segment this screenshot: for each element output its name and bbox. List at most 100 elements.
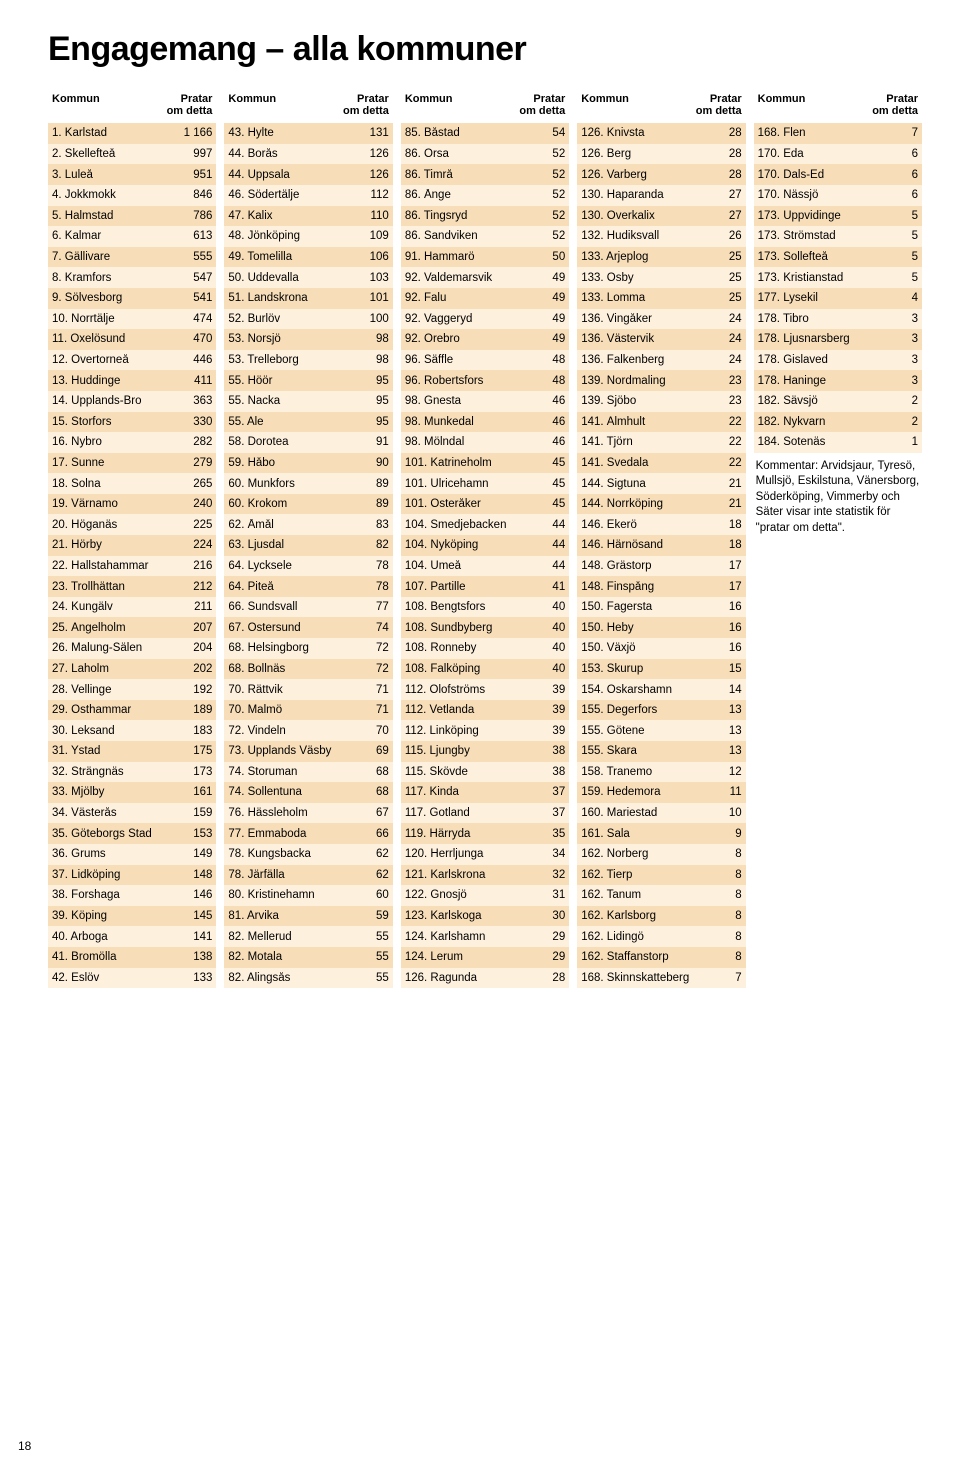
row-label: 33. Mjölby	[52, 786, 178, 798]
row-label: 82. Motala	[228, 951, 354, 963]
table-row: 108. Bengtsfors40	[401, 597, 569, 618]
table-row: 115. Ljungby38	[401, 741, 569, 762]
row-label: 150. Växjö	[581, 642, 707, 654]
row-label: 16. Nybro	[52, 436, 178, 448]
table-row: 60. Munkfors89	[224, 473, 392, 494]
row-value: 52	[531, 189, 565, 201]
table-row: 4. Jokkmokk846	[48, 185, 216, 206]
row-label: 86. Timrå	[405, 169, 531, 181]
row-value: 149	[178, 848, 212, 860]
row-label: 67. Östersund	[228, 622, 354, 634]
table-row: 168. Flen7	[754, 123, 922, 144]
row-value: 83	[355, 519, 389, 531]
table-row: 70. Malmö71	[224, 700, 392, 721]
row-label: 170. Dals-Ed	[758, 169, 884, 181]
row-value: 1	[884, 436, 918, 448]
row-value: 39	[531, 704, 565, 716]
row-value: 21	[708, 498, 742, 510]
table-row: 161. Sala9	[577, 823, 745, 844]
row-label: 55. Nacka	[228, 395, 354, 407]
row-label: 108. Bengtsfors	[405, 601, 531, 613]
row-value: 189	[178, 704, 212, 716]
row-value: 126	[355, 169, 389, 181]
row-label: 64. Lycksele	[228, 560, 354, 572]
row-label: 162. Lidingö	[581, 931, 707, 943]
row-label: 96. Säffle	[405, 354, 531, 366]
table-row: 162. Tierp8	[577, 865, 745, 886]
row-value: 48	[531, 354, 565, 366]
table-row: 177. Lysekil4	[754, 288, 922, 309]
table-row: 11. Oxelösund470	[48, 329, 216, 350]
row-value: 44	[531, 519, 565, 531]
table-row: 53. Trelleborg98	[224, 350, 392, 371]
row-value: 470	[178, 333, 212, 345]
table-row: 60. Krokom89	[224, 494, 392, 515]
row-label: 92. Falu	[405, 292, 531, 304]
row-value: 15	[708, 663, 742, 675]
row-label: 7. Gällivare	[52, 251, 178, 263]
table-row: 173. Sollefteå5	[754, 247, 922, 268]
table-row: 13. Huddinge411	[48, 370, 216, 391]
row-label: 74. Storuman	[228, 766, 354, 778]
row-value: 5	[884, 230, 918, 242]
header-kommun: Kommun	[405, 93, 520, 117]
row-label: 155. Skara	[581, 745, 707, 757]
table-row: 101. Österåker45	[401, 494, 569, 515]
table-row: 23. Trollhättan212	[48, 576, 216, 597]
row-value: 90	[355, 457, 389, 469]
row-value: 18	[708, 539, 742, 551]
row-value: 202	[178, 663, 212, 675]
table-row: 15. Storfors330	[48, 412, 216, 433]
row-value: 54	[531, 127, 565, 139]
row-label: 38. Forshaga	[52, 889, 178, 901]
row-label: 70. Rättvik	[228, 684, 354, 696]
row-label: 101. Österåker	[405, 498, 531, 510]
table-row: 104. Smedjebacken44	[401, 514, 569, 535]
table-row: 26. Malung-Sälen204	[48, 638, 216, 659]
row-value: 951	[178, 169, 212, 181]
row-label: 119. Härryda	[405, 828, 531, 840]
row-value: 89	[355, 498, 389, 510]
row-value: 173	[178, 766, 212, 778]
table-row: 150. Fagersta16	[577, 597, 745, 618]
row-value: 52	[531, 230, 565, 242]
row-value: 112	[355, 189, 389, 201]
row-value: 74	[355, 622, 389, 634]
row-label: 115. Ljungby	[405, 745, 531, 757]
table-row: 86. Tingsryd52	[401, 206, 569, 227]
page-title: Engagemang – alla kommuner	[48, 30, 922, 69]
table-row: 86. Sandviken52	[401, 226, 569, 247]
row-value: 3	[884, 354, 918, 366]
row-value: 175	[178, 745, 212, 757]
row-value: 28	[531, 972, 565, 984]
row-label: 123. Karlskoga	[405, 910, 531, 922]
table-row: 170. Eda6	[754, 144, 922, 165]
row-value: 77	[355, 601, 389, 613]
table-row: 33. Mjölby161	[48, 782, 216, 803]
table-row: 126. Knivsta28	[577, 123, 745, 144]
row-value: 16	[708, 642, 742, 654]
table-row: 178. Gislaved3	[754, 350, 922, 371]
table-row: 7. Gällivare555	[48, 247, 216, 268]
row-value: 55	[355, 951, 389, 963]
table-row: 158. Tranemo12	[577, 762, 745, 783]
row-label: 146. Ekerö	[581, 519, 707, 531]
table-row: 92. Vaggeryd49	[401, 309, 569, 330]
row-label: 17. Sunne	[52, 457, 178, 469]
row-value: 71	[355, 684, 389, 696]
row-label: 173. Sollefteå	[758, 251, 884, 263]
row-value: 27	[708, 189, 742, 201]
row-value: 55	[355, 931, 389, 943]
row-value: 541	[178, 292, 212, 304]
row-label: 72. Vindeln	[228, 725, 354, 737]
row-label: 136. Falkenberg	[581, 354, 707, 366]
row-label: 117. Kinda	[405, 786, 531, 798]
table-row: 123. Karlskoga30	[401, 906, 569, 927]
row-label: 59. Håbo	[228, 457, 354, 469]
row-value: 26	[708, 230, 742, 242]
table-row: 86. Orsa52	[401, 144, 569, 165]
table-row: 80. Kristinehamn60	[224, 885, 392, 906]
table-row: 12. Övertorneå446	[48, 350, 216, 371]
row-label: 126. Varberg	[581, 169, 707, 181]
table-row: 37. Lidköping148	[48, 865, 216, 886]
